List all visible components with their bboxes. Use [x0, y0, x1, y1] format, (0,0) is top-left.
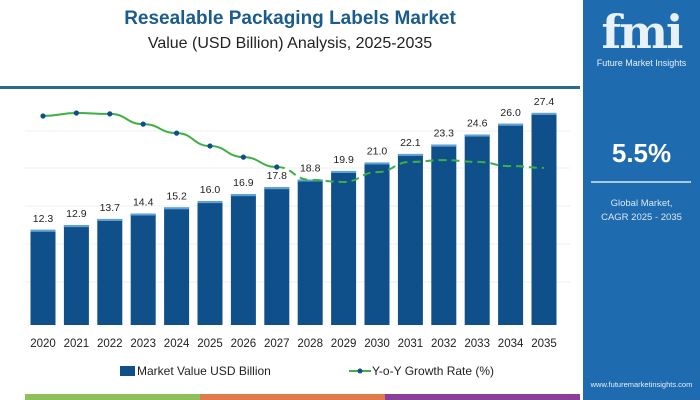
x-tick-label: 2024 — [164, 338, 190, 350]
bar-top-highlight — [97, 218, 123, 221]
x-tick-label: 2023 — [130, 338, 156, 350]
bar — [464, 134, 490, 325]
bar — [97, 218, 123, 325]
bar — [297, 179, 323, 325]
bar — [364, 162, 390, 325]
x-tick-label: 2032 — [431, 338, 457, 350]
growth-marker — [174, 130, 180, 136]
legend-item-growth: Y-o-Y Growth Rate (%) — [348, 364, 494, 378]
data-label: 22.1 — [400, 137, 421, 149]
bar-top-highlight — [431, 144, 457, 147]
bar-top-highlight — [364, 162, 390, 165]
bar-top-highlight — [464, 134, 490, 137]
bar-top-highlight — [230, 194, 256, 197]
chart-area: 12.3 2020 12.9 2021 13.7 2022 14.4 2023 15.2 2024… — [25, 96, 570, 350]
chart-title: Resealable Packaging Labels Market — [124, 8, 456, 29]
x-tick-label: 2022 — [97, 338, 123, 350]
data-label: 13.7 — [100, 202, 121, 214]
bar — [164, 207, 190, 325]
bar-top-highlight — [197, 201, 223, 204]
bar — [230, 194, 256, 325]
legend-label: Market Value USD Billion — [137, 364, 271, 378]
side-divider — [591, 181, 691, 183]
data-label: 16.0 — [200, 184, 221, 196]
bar-top-highlight — [397, 153, 423, 156]
x-tick-label: 2027 — [264, 338, 290, 350]
x-tick-label: 2030 — [364, 338, 390, 350]
data-label: 18.8 — [300, 162, 321, 174]
bar — [331, 170, 357, 325]
growth-marker — [240, 154, 246, 160]
x-tick-label: 2035 — [531, 338, 557, 350]
bar — [431, 144, 457, 325]
x-tick-label: 2021 — [64, 338, 90, 350]
footer-strip-green — [25, 394, 200, 400]
logo-subtitle: Future Market Insights — [596, 58, 687, 68]
bar — [531, 112, 557, 325]
side-panel: fmi Future Market Insights 5.5% Global M… — [583, 0, 700, 400]
bar — [30, 229, 56, 325]
data-label: 26.0 — [500, 107, 521, 119]
footer-strip-purple — [385, 394, 580, 400]
growth-line-solid — [42, 111, 277, 168]
x-tick-label: 2020 — [30, 338, 56, 350]
fmi-logo: fmi — [601, 5, 684, 59]
bar-top-highlight — [164, 207, 190, 210]
bar-top-highlight — [297, 179, 323, 182]
x-tick-label: 2034 — [498, 338, 524, 350]
growth-marker — [140, 121, 146, 127]
x-tick-label: 2025 — [197, 338, 223, 350]
legend-line-swatch — [349, 368, 371, 374]
bar-top-highlight — [331, 170, 357, 173]
data-label: 15.2 — [166, 190, 187, 202]
bar — [264, 187, 290, 325]
bar — [197, 201, 223, 325]
bar-top-highlight — [498, 123, 524, 126]
x-tick-label: 2026 — [231, 338, 257, 350]
bar-top-highlight — [63, 225, 89, 228]
data-label: 19.9 — [333, 154, 354, 166]
bar-top-highlight — [130, 213, 156, 216]
bar-top-highlight — [30, 229, 56, 232]
growth-marker — [73, 110, 79, 116]
bar — [498, 123, 524, 325]
bar — [63, 225, 89, 325]
x-tick-label: 2031 — [398, 338, 424, 350]
chart-subtitle: Value (USD Billion) Analysis, 2025-2035 — [147, 35, 433, 52]
cagr-value: 5.5% — [611, 138, 672, 168]
data-label: 21.0 — [367, 145, 388, 157]
data-label: 24.6 — [467, 118, 488, 130]
data-label: 17.8 — [267, 170, 288, 182]
growth-marker — [207, 143, 213, 149]
legend-item-market-value: Market Value USD Billion — [120, 364, 271, 378]
data-label: 12.3 — [33, 213, 54, 225]
website-url[interactable]: www.futuremarketinsights.com — [590, 380, 693, 389]
cagr-label: Global Market, CAGR 2025 - 2035 — [583, 197, 700, 225]
header-divider — [0, 86, 580, 89]
cagr-label-line2: CAGR 2025 - 2035 — [601, 212, 682, 223]
growth-marker — [40, 113, 46, 119]
legend-label: Y-o-Y Growth Rate (%) — [372, 364, 495, 378]
data-label: 12.9 — [66, 208, 87, 220]
bar — [397, 153, 423, 325]
bar-top-highlight — [264, 187, 290, 190]
bar-top-highlight — [531, 112, 557, 115]
data-label: 27.4 — [534, 96, 555, 108]
data-label: 23.3 — [434, 128, 455, 140]
footer-strip-orange — [200, 394, 385, 400]
data-label: 16.9 — [233, 177, 254, 189]
growth-marker — [274, 164, 280, 170]
bar — [130, 213, 156, 325]
legend-bar-swatch — [120, 366, 135, 376]
x-tick-label: 2028 — [297, 338, 323, 350]
cagr-label-line1: Global Market, — [610, 198, 673, 209]
x-tick-label: 2029 — [331, 338, 357, 350]
data-label: 14.4 — [133, 197, 154, 209]
x-tick-label: 2033 — [464, 338, 490, 350]
growth-marker — [107, 111, 113, 117]
